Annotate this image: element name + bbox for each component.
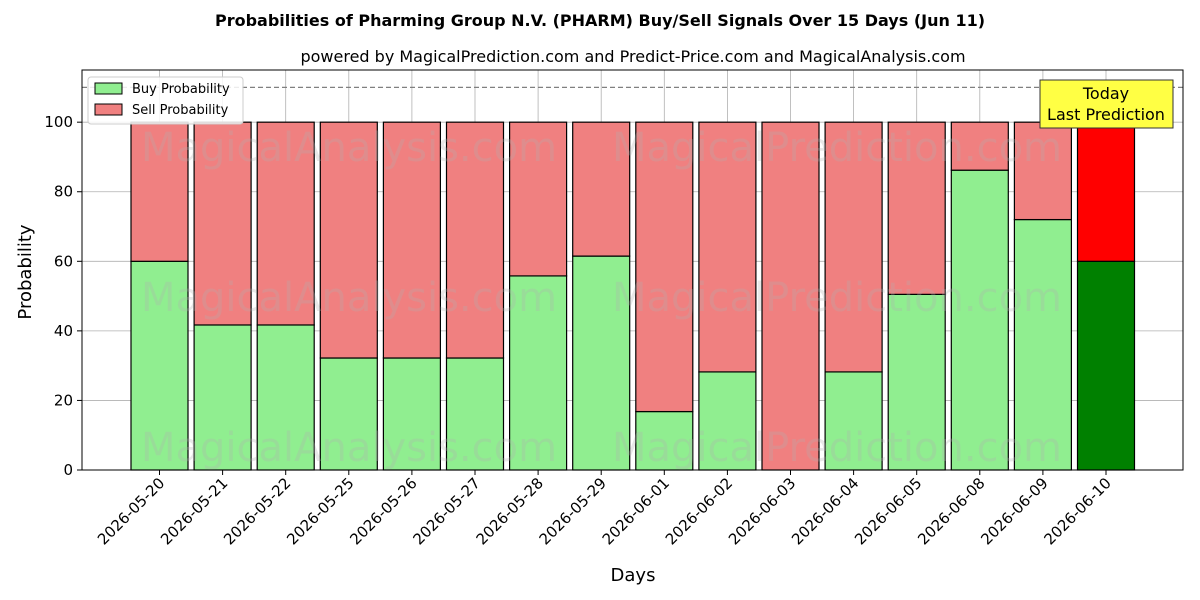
x-tick-label: 2026-06-08	[914, 474, 988, 548]
chart-subtitle: powered by MagicalPrediction.com and Pre…	[300, 47, 965, 66]
sell-bar	[509, 121, 568, 277]
sell-bar	[130, 121, 189, 262]
today-label: Last Prediction	[1047, 105, 1165, 124]
sell-bar	[824, 121, 883, 373]
buy-bar	[509, 275, 568, 471]
sell-bar	[887, 121, 946, 295]
watermark-text: MagicalPrediction.com	[612, 275, 1062, 321]
x-tick-label: 2026-05-21	[157, 474, 231, 548]
plot-area: MagicalAnalysis.com MagicalPrediction.com…	[44, 69, 1184, 548]
x-tick-label: 2026-06-10	[1040, 474, 1114, 548]
x-tick-label: 2026-05-29	[536, 474, 610, 548]
watermark-text: MagicalAnalysis.com	[141, 425, 557, 471]
buy-bar	[698, 371, 757, 471]
x-axis-label: Days	[611, 565, 656, 586]
chart-title: Probabilities of Pharming Group N.V. (PH…	[215, 11, 985, 30]
buy-bar	[887, 293, 946, 471]
y-tick-label: 100	[44, 113, 73, 131]
buy-bar	[319, 357, 378, 471]
x-tick-label: 2026-05-20	[94, 474, 168, 548]
buy-bar	[193, 324, 252, 471]
legend: Buy Probability Sell Probability	[87, 76, 244, 125]
x-tick-label: 2026-06-03	[725, 474, 799, 548]
buy-bar	[256, 324, 315, 471]
y-axis-label: Probability	[15, 224, 36, 319]
sell-bar	[445, 121, 505, 359]
legend-label: Sell Probability	[132, 103, 229, 118]
y-tick-label: 40	[54, 322, 73, 340]
legend-swatch	[94, 82, 123, 95]
watermark-text: MagicalAnalysis.com	[141, 125, 557, 171]
today-annotation: Today Last Prediction	[1039, 79, 1174, 129]
today-label: Today	[1082, 84, 1129, 103]
sell-bar	[1076, 121, 1136, 262]
sell-bar	[761, 121, 820, 471]
x-tick-label: 2026-05-26	[346, 474, 420, 548]
x-tick-label: 2026-05-25	[283, 474, 357, 548]
today-box	[1039, 79, 1174, 129]
buy-bar	[382, 357, 441, 471]
watermark-text: MagicalPrediction.com	[612, 125, 1062, 171]
sell-bar	[950, 121, 1009, 171]
buy-bar	[1076, 260, 1136, 471]
legend-label: Buy Probability	[132, 82, 230, 97]
y-tick-label: 80	[54, 183, 73, 201]
buy-bar	[824, 371, 883, 471]
sell-bar	[635, 121, 694, 413]
sell-bar	[572, 121, 631, 257]
x-tick-label: 2026-06-01	[599, 474, 673, 548]
x-tick-label: 2026-06-05	[851, 474, 925, 548]
watermark-text: MagicalAnalysis.com	[141, 275, 557, 321]
x-tick-label: 2026-06-02	[662, 474, 736, 548]
buy-bar	[572, 255, 631, 471]
x-tick-label: 2026-05-27	[409, 474, 483, 548]
plot-frame	[81, 69, 1184, 471]
sell-bar	[698, 121, 757, 373]
x-tick-label: 2026-06-04	[788, 474, 862, 548]
watermark-text: MagicalPrediction.com	[612, 425, 1062, 471]
y-tick-label: 60	[54, 252, 73, 270]
legend-swatch	[94, 103, 123, 116]
x-tick-label: 2026-05-28	[473, 474, 547, 548]
y-tick-label: 0	[63, 461, 73, 479]
sell-bar	[319, 121, 378, 359]
legend-box	[87, 76, 244, 125]
sell-bar	[256, 121, 315, 326]
buy-bar	[445, 357, 505, 471]
x-tick-label: 2026-06-09	[977, 474, 1051, 548]
buy-bar	[950, 169, 1009, 471]
buy-bar	[1013, 218, 1073, 471]
x-tick-label: 2026-05-22	[220, 474, 294, 548]
y-tick-label: 20	[54, 391, 73, 409]
buy-bar	[635, 410, 694, 471]
sell-bar	[382, 121, 441, 359]
